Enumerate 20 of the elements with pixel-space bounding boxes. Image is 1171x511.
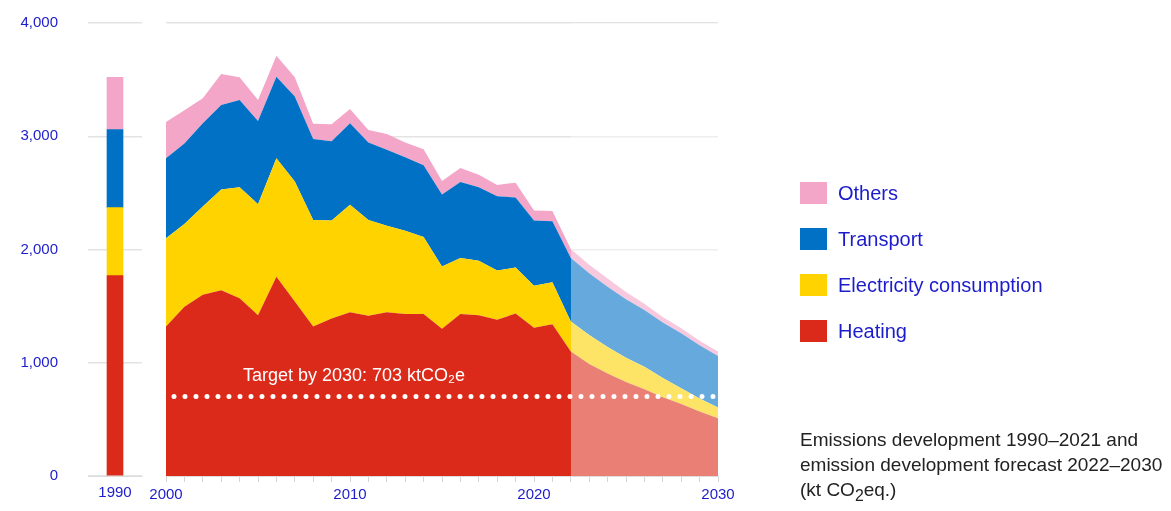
x-tick-label: 2010 [333, 485, 367, 503]
x-tick-label: 2020 [517, 485, 551, 503]
bar [106, 77, 124, 130]
ref-line-label: Target by 2030: 703 ktCO₂e [243, 365, 466, 386]
y-tick-label: 1,000 [20, 352, 58, 370]
y-tick-label: 0 [49, 466, 58, 484]
legend-label: Others [838, 181, 899, 205]
y-tick-label: 4,000 [20, 13, 58, 31]
x-tick-label: 1990 [98, 483, 132, 501]
x-tick-label: 2000 [149, 485, 183, 503]
legend-label: Heating [838, 319, 907, 343]
legend-label: Transport [838, 227, 923, 251]
text: Emissions development 1990–2021 and emission development forecast 2022–2030 (kt CO$_{2}$eq.) [800, 428, 1164, 506]
bar [106, 207, 124, 276]
y-tick-label: 3,000 [20, 126, 58, 144]
y-tick-label: 2,000 [20, 239, 58, 257]
bar [106, 275, 124, 476]
x-tick-label: 2030 [701, 485, 735, 503]
bar [106, 129, 124, 208]
legend-label: Electricity consumption [838, 273, 1043, 297]
